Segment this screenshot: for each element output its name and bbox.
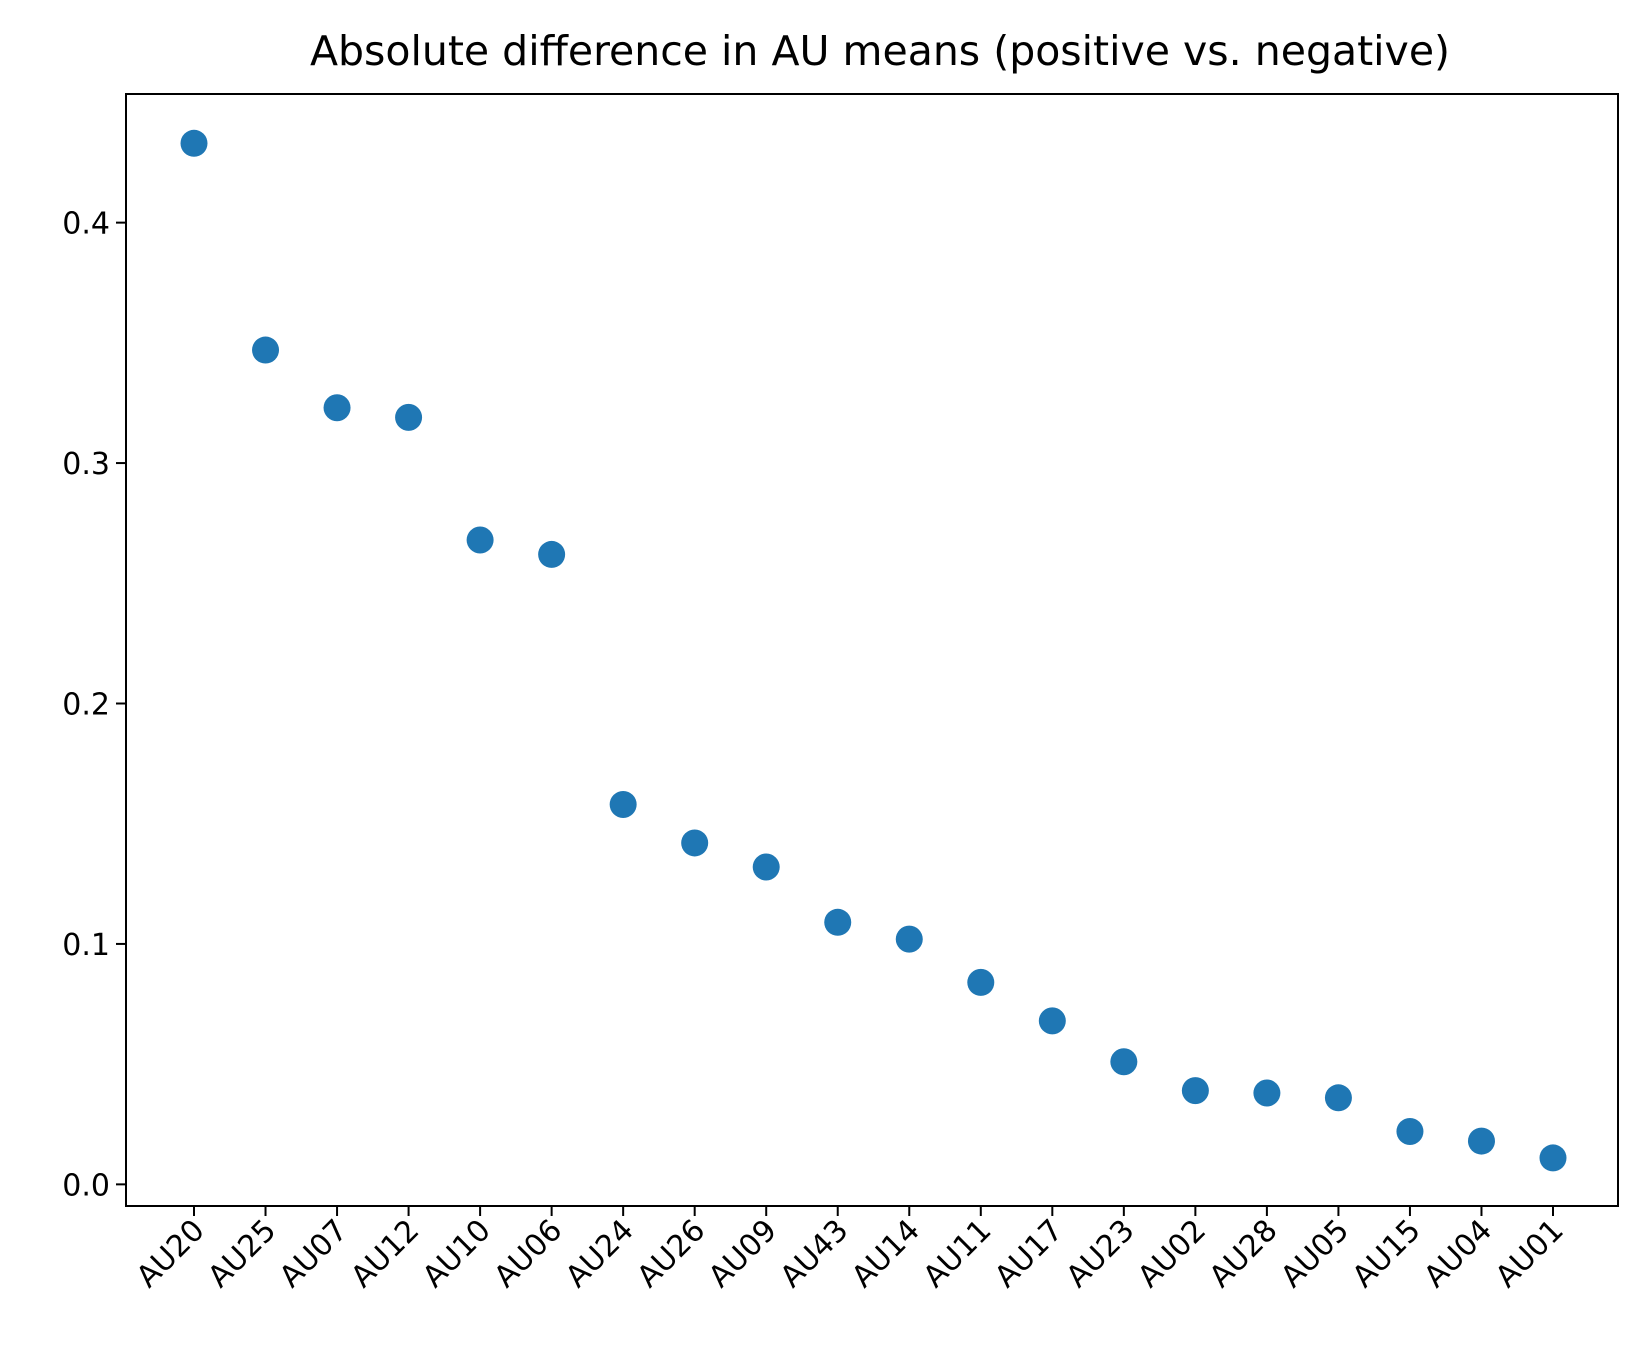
- data-point-au02: [1181, 1077, 1209, 1105]
- data-point-au17: [1038, 1007, 1066, 1035]
- data-point-au25: [252, 336, 280, 364]
- data-point-au09: [752, 853, 780, 881]
- axes-frame: [125, 93, 1619, 1207]
- y-axis: 0.0 0.1 0.2 0.3 0.4: [62, 207, 126, 1203]
- y-tick-label: 0.1: [62, 928, 110, 963]
- data-points: [180, 129, 1567, 1172]
- data-point-au07: [323, 394, 351, 422]
- data-point-au28: [1253, 1079, 1281, 1107]
- data-point-au04: [1467, 1127, 1495, 1155]
- data-point-au14: [895, 925, 923, 953]
- data-point-au26: [681, 829, 709, 857]
- data-point-au06: [538, 540, 566, 568]
- data-point-au23: [1110, 1048, 1138, 1076]
- y-tick-label: 0.4: [62, 207, 110, 242]
- y-tick-label: 0.2: [62, 687, 110, 722]
- data-point-au10: [466, 526, 494, 554]
- data-point-au15: [1396, 1117, 1424, 1145]
- y-tick-label: 0.0: [62, 1168, 110, 1203]
- data-point-au24: [609, 790, 637, 818]
- data-point-au01: [1539, 1144, 1567, 1172]
- chart-title: Absolute difference in AU means (positiv…: [310, 27, 1450, 75]
- data-point-au43: [824, 908, 852, 936]
- y-tick-label: 0.3: [62, 447, 110, 482]
- data-point-au11: [967, 968, 995, 996]
- data-point-au05: [1324, 1084, 1352, 1112]
- data-point-au12: [395, 403, 423, 431]
- data-point-au20: [180, 129, 208, 157]
